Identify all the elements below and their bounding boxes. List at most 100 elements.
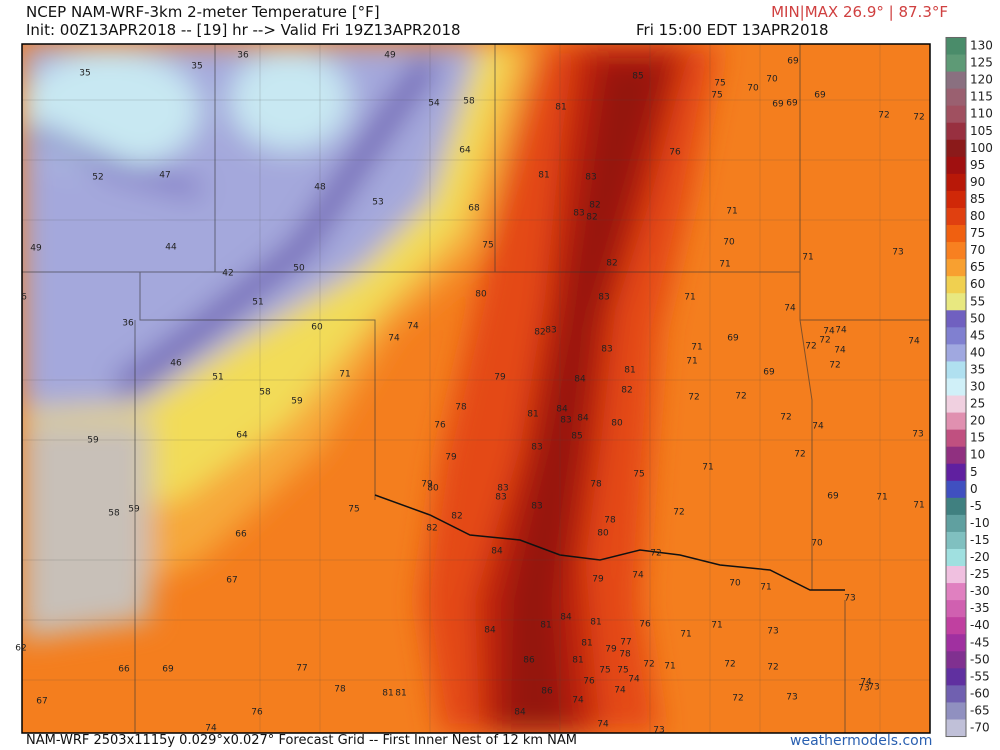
colorbar-swatch (946, 190, 966, 209)
station-temp: 73 (786, 693, 797, 703)
colorbar-label: 85 (970, 192, 985, 206)
colorbar-label: 90 (970, 175, 985, 189)
station-temp: 72 (829, 361, 840, 371)
station-temp: 64 (236, 431, 248, 441)
station-temp: 81 (555, 103, 566, 113)
station-temp: 76 (669, 148, 681, 158)
colorbar-swatch (946, 105, 966, 124)
station-temp: 70 (766, 75, 778, 85)
station-temp: 84 (574, 375, 586, 385)
colorbar-label: 80 (970, 209, 985, 223)
colorbar-swatch (946, 548, 966, 567)
station-temp: 81 (590, 618, 601, 628)
station-temp: 77 (620, 638, 631, 648)
colorbar-label: 120 (970, 73, 993, 87)
station-temp: 70 (723, 238, 735, 248)
colorbar-swatch (946, 293, 966, 311)
station-temp: 72 (650, 549, 661, 559)
colorbar-label: -55 (970, 669, 990, 683)
colorbar-label: -70 (970, 721, 990, 735)
station-temp: 51 (212, 373, 223, 383)
station-temp: 80 (427, 484, 439, 494)
station-temp: 74 (823, 327, 835, 337)
station-temp: 71 (664, 662, 675, 672)
colorbar-label: -5 (970, 499, 982, 513)
station-temp: 78 (590, 480, 602, 490)
colorbar-label: -50 (970, 652, 990, 666)
station-temp: 71 (680, 630, 691, 640)
station-temp: 71 (686, 357, 697, 367)
station-temp: 72 (732, 694, 743, 704)
station-temp: 73 (912, 430, 923, 440)
colorbar-swatch (946, 225, 966, 243)
station-temp: 75 (617, 666, 628, 676)
station-temp: 48 (314, 183, 326, 193)
station-temp: 82 (589, 201, 600, 211)
colorbar-swatch (946, 156, 966, 175)
station-temp: 69 (162, 665, 174, 675)
station-temp: 73 (767, 627, 778, 637)
station-temp: 47 (159, 171, 170, 181)
station-temp: 82 (451, 512, 462, 522)
station-temp: 76 (251, 708, 263, 718)
station-temp: 69 (727, 334, 739, 344)
station-temp: 78 (334, 685, 346, 695)
station-temp: 66 (235, 530, 247, 540)
station-temp: 69 (814, 91, 826, 101)
station-temp: 84 (484, 626, 496, 636)
station-temp: 73 (892, 248, 903, 258)
valid-time: Fri 15:00 EDT 13APR2018 (636, 21, 829, 39)
colorbar-swatch (946, 327, 966, 345)
station-temp: 73 (844, 594, 855, 604)
colorbar-swatch (946, 600, 966, 618)
station-temp: 76 (434, 421, 446, 431)
station-temp: 80 (597, 529, 609, 539)
station-temp: 58 (108, 509, 120, 519)
colorbar-swatch (946, 429, 966, 448)
colorbar-swatch (946, 242, 966, 260)
station-temp: 82 (534, 328, 545, 338)
station-temp: 82 (606, 259, 617, 269)
colorbar-swatch (946, 514, 966, 533)
station-temp: 71 (702, 463, 713, 473)
colorbar-swatch (946, 480, 966, 499)
station-temp: 53 (372, 198, 383, 208)
colorbar-swatch (946, 566, 966, 584)
colorbar-swatch (946, 173, 966, 192)
min-max: MIN|MAX 26.9° | 87.3°F (771, 3, 948, 21)
station-temp: 75 (714, 79, 725, 89)
colorbar-swatch (946, 531, 966, 550)
colorbar-label: -15 (970, 533, 990, 547)
station-temp: 84 (514, 708, 526, 718)
colorbar-swatch (946, 88, 966, 107)
colorbar-label: 95 (970, 158, 985, 172)
colorbar-label: 0 (970, 482, 978, 496)
station-temp: 74 (835, 326, 847, 336)
station-temp: 72 (673, 508, 684, 518)
colorbar-label: -60 (970, 686, 990, 700)
station-temp: 54 (428, 99, 440, 109)
station-temp: 73 (858, 684, 869, 694)
colorbar-swatch (946, 344, 966, 362)
station-temp: 74 (572, 696, 584, 706)
station-temp: 74 (908, 337, 920, 347)
station-temp: 82 (621, 386, 632, 396)
station-temp: 75 (599, 666, 610, 676)
station-temp: 83 (585, 173, 596, 183)
colorbar-label: 60 (970, 277, 985, 291)
station-temp: 74 (834, 346, 846, 356)
colorbar-swatch (946, 54, 966, 73)
station-temp: 72 (724, 660, 735, 670)
station-temp: 80 (475, 290, 487, 300)
station-temp: 35 (79, 69, 90, 79)
station-temp: 35 (191, 62, 202, 72)
colorbar-label: -65 (970, 703, 990, 717)
station-temp: 83 (497, 484, 508, 494)
station-temp: 69 (763, 368, 775, 378)
station-temp: 79 (605, 645, 617, 655)
station-temp: 84 (556, 405, 568, 415)
colorbar-swatch (946, 122, 966, 141)
station-temp: 70 (811, 539, 823, 549)
station-temp: 75 (348, 505, 359, 515)
station-temp: 79 (445, 453, 457, 463)
